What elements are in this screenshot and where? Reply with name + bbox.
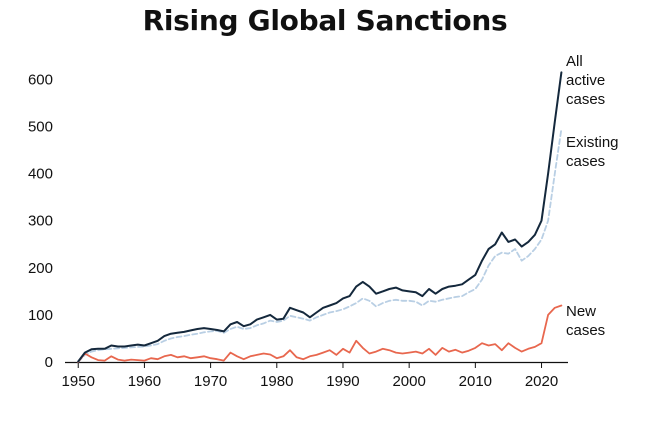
series-label-existing-line-0: Existing	[566, 134, 619, 151]
series-labels: All active cases Existing cases New cases	[566, 53, 619, 339]
chart-title: Rising Global Sanctions	[142, 4, 508, 37]
y-tick-label-600: 600	[28, 71, 53, 88]
series-label-existing-line-1: cases	[566, 153, 605, 170]
series-label-new-line-0: New	[566, 303, 596, 320]
y-tick-label-500: 500	[28, 119, 53, 136]
x-tick-label-1990: 1990	[326, 373, 359, 390]
y-tick-label-400: 400	[28, 166, 53, 183]
y-tick-label-100: 100	[28, 307, 53, 324]
series-label-new-line-1: cases	[566, 322, 605, 339]
series-line-existing	[77, 127, 563, 363]
series-line-all	[77, 71, 563, 363]
x-tick-label-1980: 1980	[260, 373, 293, 390]
x-tick-label-2010: 2010	[459, 373, 492, 390]
series-label-all-line-1: active	[566, 72, 605, 89]
x-tick-label-1960: 1960	[128, 373, 161, 390]
series-label-new: New cases	[566, 303, 605, 339]
series-line-new	[77, 304, 563, 363]
series-label-all-line-2: cases	[566, 91, 605, 108]
x-axis: 1950 1960 1970 1980 1990 2000 2010 2020	[62, 362, 558, 390]
x-tick-label-2000: 2000	[392, 373, 425, 390]
y-tick-label-200: 200	[28, 260, 53, 277]
series-label-all-line-0: All	[566, 53, 583, 70]
y-tick-label-0: 0	[45, 354, 53, 371]
y-tick-label-300: 300	[28, 213, 53, 230]
x-tick-label-1950: 1950	[62, 373, 95, 390]
x-tick-label-1970: 1970	[194, 373, 227, 390]
series-lines	[77, 71, 563, 363]
y-axis: 0 100 200 300 400 500 600	[28, 71, 53, 371]
x-tick-label-2020: 2020	[525, 373, 558, 390]
series-label-all: All active cases	[566, 53, 605, 108]
series-label-existing: Existing cases	[566, 134, 619, 170]
